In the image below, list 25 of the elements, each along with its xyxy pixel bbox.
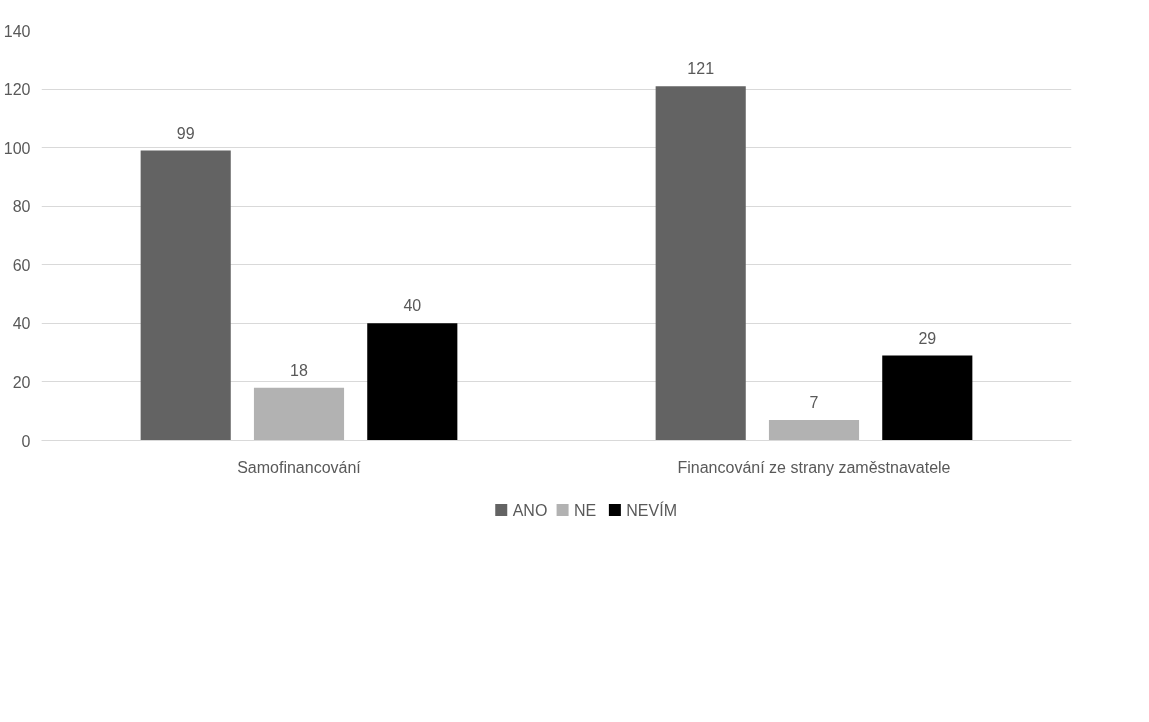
data-label: 40 bbox=[403, 297, 422, 315]
data-label: 7 bbox=[809, 394, 819, 411]
bar bbox=[768, 420, 860, 441]
legend-label: NEVÍM bbox=[626, 500, 677, 519]
data-label: 99 bbox=[176, 124, 195, 142]
y-tick-label: 0 bbox=[21, 432, 31, 450]
bar bbox=[140, 150, 231, 441]
data-label: 121 bbox=[687, 60, 715, 78]
x-tick-label: Financování ze strany zaměstnavatele bbox=[677, 458, 951, 476]
x-tick-label: Samofinancování bbox=[237, 458, 362, 476]
bar bbox=[253, 387, 345, 441]
bar bbox=[882, 355, 973, 441]
y-tick-label: 20 bbox=[12, 373, 31, 391]
bar bbox=[367, 323, 458, 441]
data-label: 18 bbox=[290, 361, 308, 379]
data-label: 29 bbox=[918, 329, 937, 347]
legend-label: ANO bbox=[512, 501, 548, 519]
y-tick-label: 80 bbox=[12, 198, 31, 216]
legend-label: NE bbox=[573, 501, 597, 519]
y-tick-label: 120 bbox=[3, 81, 31, 99]
y-tick-label: 60 bbox=[12, 256, 31, 274]
y-tick-label: 40 bbox=[12, 315, 31, 333]
y-tick-label: 140 bbox=[3, 22, 31, 40]
bar bbox=[655, 86, 746, 441]
y-tick-label: 100 bbox=[3, 139, 31, 157]
